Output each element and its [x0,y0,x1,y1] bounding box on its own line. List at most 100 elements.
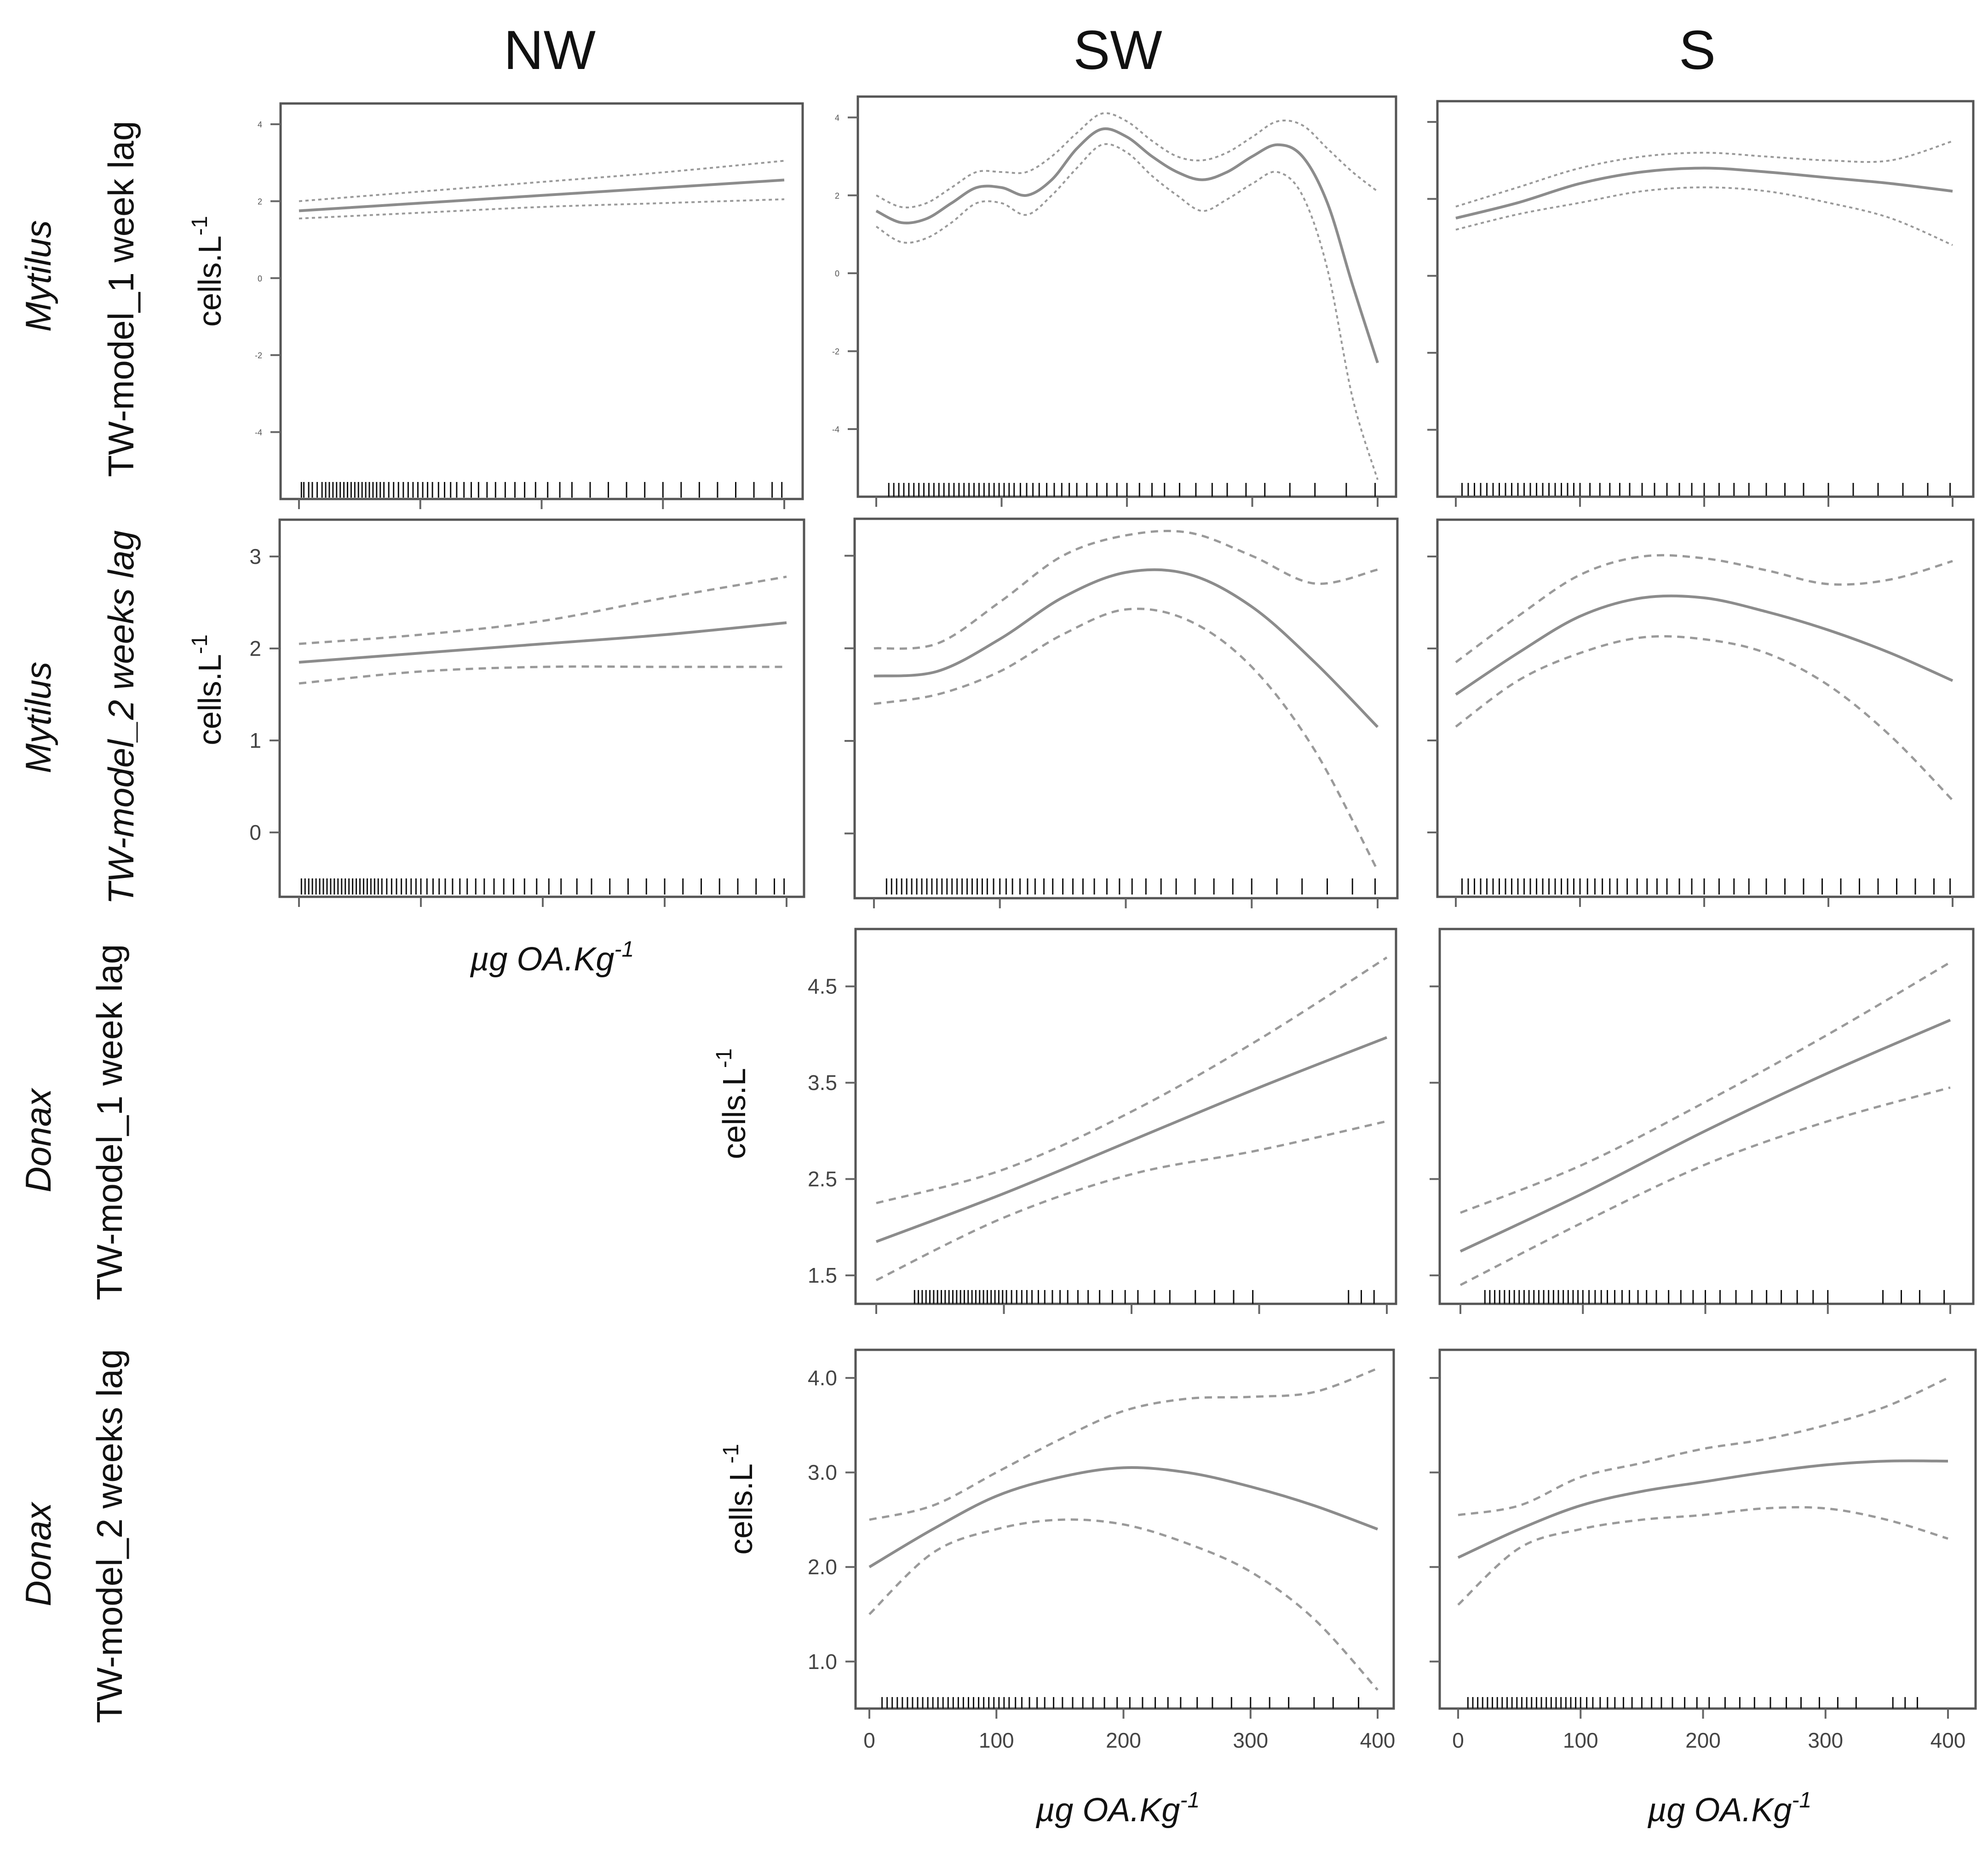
series-fit [1459,1019,1951,1253]
xlabel-sup: -1 [614,937,634,962]
ylabel-r1-nw: cells.L-1 [188,216,228,327]
series-upper [299,160,785,202]
ylabel-sup: -1 [719,1444,743,1463]
series-upper [873,529,1378,650]
y-tick-label: 1.5 [808,1263,837,1287]
y-tick-label: 2.0 [808,1555,837,1579]
series-upper [1460,961,1951,1214]
svg-text:cells.L-1: cells.L-1 [712,1048,752,1159]
series-upper [1455,140,1953,208]
y-tick-label: -2 [255,351,262,360]
row-1-species: Mytilus [18,220,58,332]
row-2-species: Mytilus [18,662,58,774]
series-lower [875,143,1379,480]
panel-sw_r3: 1.5 2.5 3.5 4.5 [808,928,1397,1314]
series-lower [868,1518,1379,1691]
x-tick-label: 300 [1233,1728,1268,1752]
series-fit [868,1466,1379,1568]
row-1-model: TW-model_1 week lag [101,121,141,477]
ylabel-sup: -1 [188,216,212,235]
svg-text:cells.L-1: cells.L-1 [188,634,228,745]
y-tick-label: 0 [835,269,839,278]
panels: -4 -2 0 2 4 -4 -2 0 2 4 0 1 2 3 1.5 2.5 3.5 4.5 1.0 2.0 3.0 4… [249,95,1977,1752]
series-lower [1457,1506,1948,1606]
series-fit [299,621,787,664]
x-tick-label: 200 [1685,1728,1721,1752]
y-tick-label: 2.5 [808,1167,837,1191]
row-label-3: Donax TW-model_1 week lag [18,944,130,1301]
panel-nw_r2: 0 1 2 3 [249,518,805,907]
series-lower [299,198,785,220]
y-tick-label: -4 [832,425,839,434]
y-tick-label: 1.0 [808,1650,837,1674]
xlabel-text: µg OA.Kg [1035,1792,1180,1829]
row-label-1: Mytilus TW-model_1 week lag [18,121,141,477]
ylabel-sup: -1 [712,1048,736,1068]
panel-nw_r1: -4 -2 0 2 4 [255,102,804,509]
plot-frame [279,102,804,500]
ylabel-r4-sw: cells.L-1 [719,1444,759,1554]
svg-text:cells.L-1: cells.L-1 [719,1444,759,1554]
y-tick-label: 1 [249,728,261,752]
x-tick-label: 100 [1563,1728,1598,1752]
plot-frame [1436,100,1975,498]
y-tick-label: 4 [258,120,262,129]
ylabel-text: cells.L [723,1463,759,1554]
series-lower [299,665,787,685]
xlabel-text: µg OA.Kg [470,941,615,978]
ylabel-text: cells.L [716,1068,752,1159]
plot-frame [854,1348,1395,1710]
row-4-model: TW-model_2 weeks lag [89,1349,130,1723]
x-tick-label: 200 [1106,1728,1141,1752]
xlabel-nw: µg OA.Kg-1 [470,937,634,978]
plot-frame [1438,928,1975,1305]
y-tick-label: 3.5 [808,1071,837,1095]
x-tick-label: 0 [1452,1728,1464,1752]
y-tick-label: 0 [258,274,262,283]
y-tick-label: 0 [249,820,261,844]
xlabel-s: µg OA.Kg-1 [1647,1788,1811,1829]
y-tick-label: -4 [255,428,262,437]
panel-s_r4: 0 100 200 300 400 [1430,1348,1977,1752]
plot-frame [1438,1348,1977,1710]
series-fit [875,127,1379,363]
y-tick-label: 2 [835,191,839,201]
ylabel-sup: -1 [188,634,212,654]
x-tick-label: 300 [1808,1728,1843,1752]
plot-frame [853,517,1399,900]
ylabel-r2-nw: cells.L-1 [188,634,228,745]
y-tick-label: 4 [835,113,839,122]
series-upper [299,575,787,645]
panel-s_r2 [1427,518,1975,907]
series-fit [299,178,785,212]
xlabel-sup: -1 [1180,1788,1200,1812]
series-upper [1455,554,1953,664]
row-4-species: Donax [18,1501,58,1606]
row-label-4: Donax TW-model_2 weeks lag [18,1349,130,1723]
ylabel-r3-sw: cells.L-1 [712,1048,752,1159]
x-tick-label: 400 [1360,1728,1396,1752]
plot-frame [1436,518,1975,898]
series-upper [869,1367,1378,1521]
series-lower [1459,1086,1951,1286]
x-tick-label: 0 [863,1728,875,1752]
panel-s_r3 [1430,928,1975,1314]
series-fit [875,1036,1388,1243]
xlabel-text: µg OA.Kg [1647,1792,1792,1829]
y-tick-label: 3 [249,545,261,568]
series-lower [875,1120,1387,1281]
column-header-s: S [1679,19,1716,81]
series-fit [873,568,1379,728]
column-header-sw: SW [1073,19,1162,81]
plot-frame [278,518,805,898]
row-label-2: Mytilus TW-model_2 weeks lag [18,530,141,905]
y-tick-label: 4.0 [808,1366,837,1390]
x-tick-label: 400 [1931,1728,1966,1752]
y-tick-label: 2 [258,197,262,206]
svg-text:cells.L-1: cells.L-1 [188,216,228,327]
panel-sw_r2 [845,517,1399,908]
row-3-model: TW-model_1 week lag [89,944,130,1301]
series-lower [1455,186,1953,246]
panel-sw_r1: -4 -2 0 2 4 [832,95,1397,507]
